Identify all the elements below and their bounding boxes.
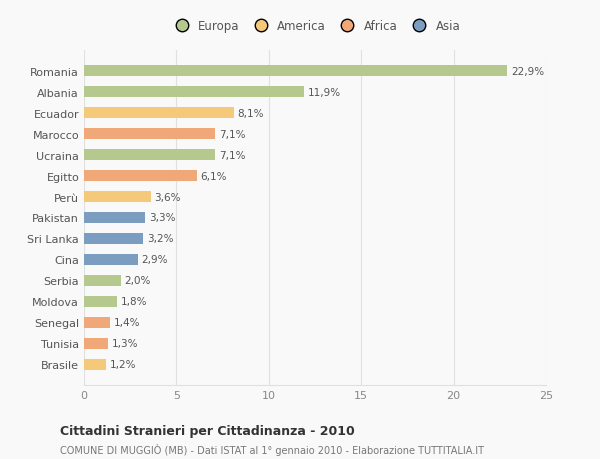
Bar [84,87,304,98]
Bar [84,170,197,182]
Bar [84,275,121,286]
Text: 3,6%: 3,6% [154,192,181,202]
Text: 7,1%: 7,1% [219,129,245,139]
Bar [84,359,106,370]
Text: 11,9%: 11,9% [308,87,341,97]
Text: 22,9%: 22,9% [511,67,544,77]
Text: COMUNE DI MUGGIÒ (MB) - Dati ISTAT al 1° gennaio 2010 - Elaborazione TUTTITALIA.: COMUNE DI MUGGIÒ (MB) - Dati ISTAT al 1°… [60,443,484,455]
Bar [84,66,507,77]
Text: 1,4%: 1,4% [113,318,140,328]
Bar [84,254,137,266]
Text: Cittadini Stranieri per Cittadinanza - 2010: Cittadini Stranieri per Cittadinanza - 2… [60,425,355,437]
Bar [84,150,215,161]
Text: 1,8%: 1,8% [121,297,148,307]
Text: 3,3%: 3,3% [149,213,175,223]
Text: 3,2%: 3,2% [147,234,173,244]
Text: 2,9%: 2,9% [141,255,168,265]
Bar [84,107,233,119]
Text: 8,1%: 8,1% [238,108,264,118]
Bar [84,212,145,224]
Bar [84,296,117,308]
Text: 1,2%: 1,2% [110,359,136,369]
Bar [84,338,108,349]
Text: 2,0%: 2,0% [125,276,151,286]
Bar [84,191,151,203]
Text: 7,1%: 7,1% [219,150,245,160]
Bar [84,233,143,245]
Text: 6,1%: 6,1% [200,171,227,181]
Bar [84,317,110,329]
Bar [84,129,215,140]
Legend: Europa, America, Africa, Asia: Europa, America, Africa, Asia [166,16,464,36]
Text: 1,3%: 1,3% [112,339,138,349]
